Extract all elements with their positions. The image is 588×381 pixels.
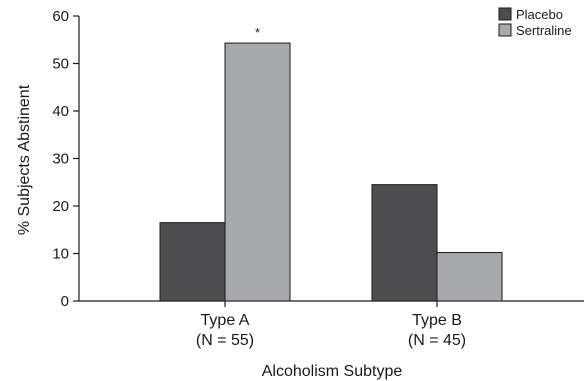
y-tick-label: 30	[52, 151, 69, 168]
bar-sertraline-type-a	[224, 42, 291, 302]
y-axis-title: % Subjects Abstinent	[16, 84, 33, 235]
legend-label-sertraline: Sertraline	[516, 23, 572, 38]
x-tick-label: Type A	[201, 312, 250, 329]
bar-sertraline-type-b	[436, 252, 503, 302]
x-tick-label: Type B	[412, 312, 462, 329]
legend-label-placebo: Placebo	[516, 7, 563, 22]
y-tick-label: 0	[61, 293, 69, 310]
y-tick-label: 60	[52, 8, 69, 25]
y-tick-label: 40	[52, 103, 69, 120]
x-tick-sublabel: (N = 55)	[196, 332, 254, 349]
bar-placebo-type-a	[159, 222, 226, 302]
annotations: *	[255, 25, 260, 40]
bar-placebo-type-b	[371, 184, 438, 302]
y-tick-label: 50	[52, 56, 69, 73]
y-tick-label: 20	[52, 198, 69, 215]
significance-marker: *	[255, 25, 260, 40]
legend-swatch-sertraline	[498, 23, 512, 37]
x-tick-sublabel: (N = 45)	[408, 332, 466, 349]
y-tick-label: 10	[52, 246, 69, 263]
x-axis-title: Alcoholism Subtype	[262, 363, 403, 380]
bars	[159, 42, 503, 302]
x-axis: Type A (N = 55) Type B (N = 45)	[79, 300, 584, 349]
y-axis: 0 10 20 30 40 50 60	[52, 8, 80, 310]
legend-swatch-placebo	[498, 7, 512, 21]
